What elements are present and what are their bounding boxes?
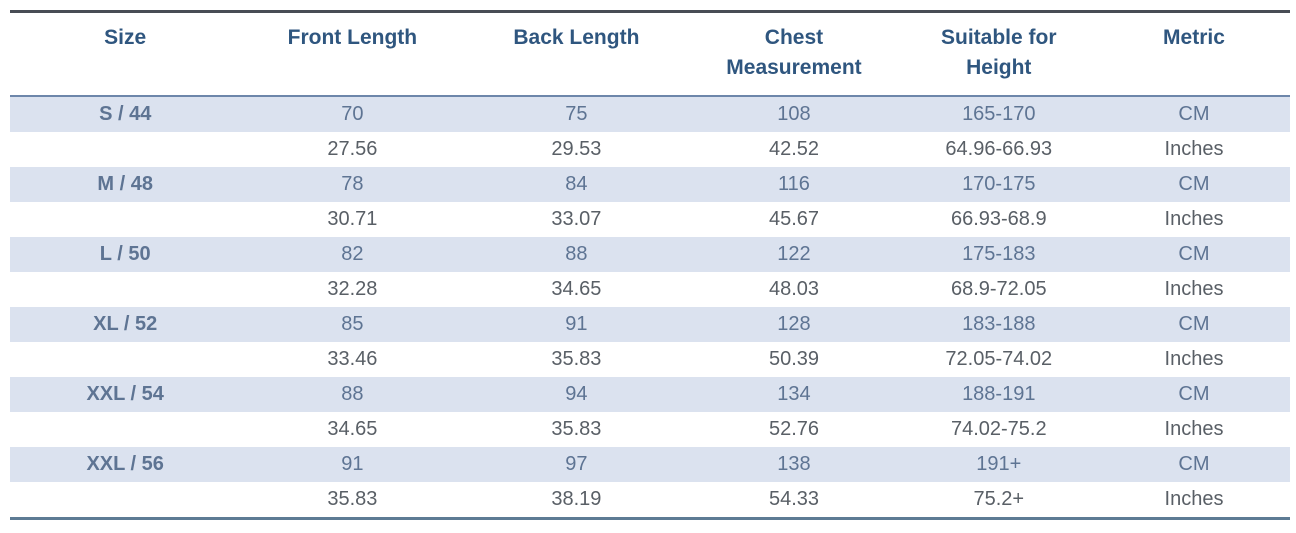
value-cell: 82	[341, 242, 364, 265]
value-cell: 78	[341, 172, 364, 195]
value-cell: 33.46	[327, 347, 378, 370]
table-row: 27.56 29.53 42.52 64.96-66.93 Inches	[10, 131, 1290, 167]
value-cell: 32.28	[327, 277, 378, 300]
size-chart: Size Front Length Back Length Chest Measure…	[10, 10, 1290, 520]
column-header: Suitable for Height	[900, 13, 1098, 96]
metric-cell: CM	[1178, 102, 1210, 125]
value-cell: 183-188	[962, 312, 1036, 335]
table-row: M / 48 78 84 116 170-175 CM	[10, 166, 1290, 202]
table-row: XXL / 56 91 97 138 191+ CM	[10, 446, 1290, 482]
size-cell	[10, 412, 240, 447]
column-header-label: Chest Measurement	[726, 26, 862, 79]
value-cell: 72.05-74.02	[945, 347, 1053, 370]
value-cell: 85	[341, 312, 364, 335]
size-cell: S / 44	[99, 102, 152, 125]
value-cell: 108	[777, 102, 811, 125]
table-row: XXL / 54 88 94 134 188-191 CM	[10, 376, 1290, 412]
value-cell: 52.76	[768, 417, 820, 440]
value-cell: 170-175	[962, 172, 1036, 195]
value-cell: 27.56	[327, 137, 378, 160]
value-cell: 191+	[976, 452, 1022, 475]
value-cell: 91	[341, 452, 364, 475]
column-header-label: Suitable for Height	[941, 26, 1057, 79]
value-cell: 34.65	[327, 417, 378, 440]
value-cell: 97	[565, 452, 588, 475]
table-row: XL / 52 85 91 128 183-188 CM	[10, 306, 1290, 342]
value-cell: 84	[565, 172, 588, 195]
value-cell: 74.02-75.2	[950, 417, 1047, 440]
value-cell: 75.2+	[973, 487, 1025, 510]
column-header-label: Back Length	[513, 26, 640, 49]
metric-cell: CM	[1178, 382, 1210, 405]
value-cell: 134	[777, 382, 811, 405]
column-header-label: Size	[104, 26, 147, 49]
size-cell: M / 48	[97, 172, 153, 195]
header-row: Size Front Length Back Length Chest Measure…	[10, 13, 1290, 96]
value-cell: 88	[341, 382, 364, 405]
size-cell: XXL / 54	[86, 382, 164, 405]
value-cell: 165-170	[962, 102, 1036, 125]
value-cell: 128	[777, 312, 811, 335]
value-cell: 42.52	[768, 137, 820, 160]
size-chart-table: Size Front Length Back Length Chest Measure…	[10, 13, 1290, 517]
column-header-label: Metric	[1163, 26, 1225, 49]
value-cell: 54.33	[768, 487, 820, 510]
column-header: Chest Measurement	[688, 13, 899, 96]
value-cell: 88	[565, 242, 588, 265]
value-cell: 68.9-72.05	[950, 277, 1047, 300]
value-cell: 188-191	[962, 382, 1036, 405]
value-cell: 48.03	[768, 277, 820, 300]
metric-cell: Inches	[1164, 207, 1224, 230]
metric-cell: CM	[1178, 452, 1210, 475]
value-cell: 45.67	[768, 207, 820, 230]
value-cell: 94	[565, 382, 588, 405]
metric-cell: Inches	[1164, 487, 1224, 510]
size-cell	[10, 132, 240, 167]
value-cell: 35.83	[551, 417, 602, 440]
metric-cell: Inches	[1164, 277, 1224, 300]
value-cell: 138	[777, 452, 811, 475]
value-cell: 75	[565, 102, 588, 125]
table-row: L / 50 82 88 122 175-183 CM	[10, 236, 1290, 272]
size-cell	[10, 202, 240, 237]
size-cell	[10, 272, 240, 307]
metric-cell: CM	[1178, 312, 1210, 335]
value-cell: 70	[341, 102, 364, 125]
metric-cell: Inches	[1164, 347, 1224, 370]
value-cell: 35.83	[551, 347, 602, 370]
metric-cell: CM	[1178, 242, 1210, 265]
value-cell: 122	[777, 242, 811, 265]
column-header: Metric	[1098, 13, 1290, 96]
metric-cell: CM	[1178, 172, 1210, 195]
value-cell: 116	[778, 172, 810, 195]
size-cell: L / 50	[99, 242, 151, 265]
table-row: 35.83 38.19 54.33 75.2+ Inches	[10, 481, 1290, 517]
table-row: 34.65 35.83 52.76 74.02-75.2 Inches	[10, 411, 1290, 447]
table-row: S / 44 70 75 108 165-170 CM	[10, 95, 1290, 132]
value-cell: 175-183	[962, 242, 1036, 265]
table-row: 33.46 35.83 50.39 72.05-74.02 Inches	[10, 341, 1290, 377]
value-cell: 66.93-68.9	[950, 207, 1047, 230]
value-cell: 34.65	[551, 277, 602, 300]
column-header-label: Front Length	[287, 26, 418, 49]
metric-cell: Inches	[1164, 417, 1224, 440]
metric-cell: Inches	[1164, 137, 1224, 160]
column-header: Front Length	[240, 13, 464, 96]
value-cell: 35.83	[327, 487, 378, 510]
size-cell	[10, 482, 240, 517]
column-header: Back Length	[464, 13, 688, 96]
table-row: 30.71 33.07 45.67 66.93-68.9 Inches	[10, 201, 1290, 237]
size-cell: XXL / 56	[86, 452, 164, 475]
value-cell: 91	[565, 312, 588, 335]
value-cell: 64.96-66.93	[945, 137, 1053, 160]
value-cell: 33.07	[551, 207, 602, 230]
value-cell: 38.19	[551, 487, 602, 510]
value-cell: 29.53	[551, 137, 602, 160]
column-header: Size	[10, 13, 240, 96]
value-cell: 50.39	[768, 347, 820, 370]
size-cell	[10, 342, 240, 377]
size-cell: XL / 52	[93, 312, 158, 335]
value-cell: 30.71	[327, 207, 378, 230]
table-row: 32.28 34.65 48.03 68.9-72.05 Inches	[10, 271, 1290, 307]
